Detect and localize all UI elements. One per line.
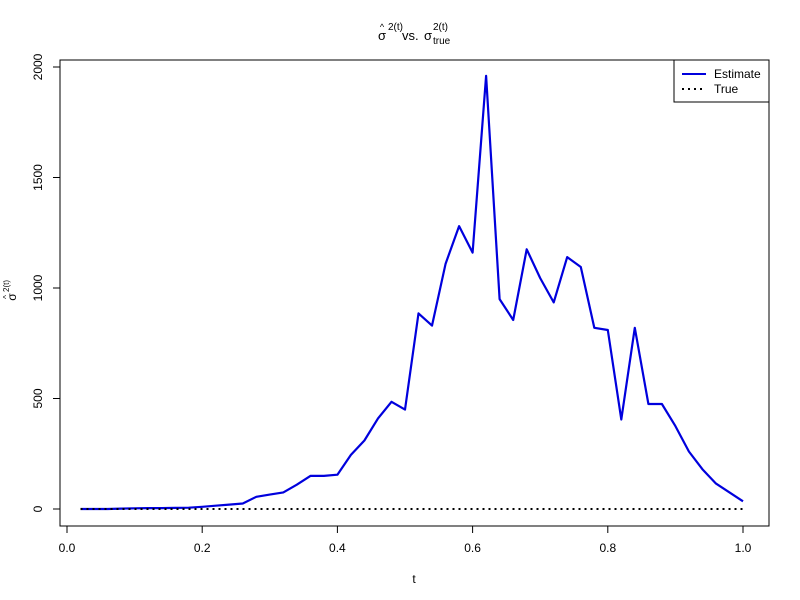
y-tick-label: 1000 — [31, 274, 45, 301]
y-axis-label-hat: ^ — [2, 295, 11, 299]
y-tick-label: 1500 — [31, 164, 45, 191]
title-hat-mark: ^ — [380, 22, 385, 32]
plot-frame — [59, 59, 770, 527]
title-subscript-right: true — [433, 36, 451, 47]
series-group — [80, 74, 744, 511]
x-tick-label: 0.2 — [194, 541, 211, 555]
y-tick-label: 2000 — [31, 53, 45, 80]
title-superscript-left: 2(t) — [388, 22, 403, 33]
x-tick-label: 0.0 — [59, 541, 76, 555]
y-axis-label-superscript: 2(t) — [2, 280, 11, 292]
y-tick-label: 0 — [31, 505, 45, 512]
title-sigma-true: σ — [424, 28, 432, 43]
legend-label-true: True — [714, 82, 739, 96]
legend: Estimate True — [673, 59, 770, 103]
title-superscript-right: 2(t) — [433, 22, 448, 33]
x-axis-label: t — [412, 572, 416, 586]
title-sigma-hat: σ — [378, 28, 386, 43]
x-tick-label: 0.4 — [329, 541, 346, 555]
series-line-estimate — [80, 74, 744, 511]
y-axis: 0 500 1000 1500 2000 — [31, 53, 60, 512]
chart-title: σ ^ 2(t) vs. σ 2(t) true — [378, 22, 451, 47]
legend-label-estimate: Estimate — [714, 67, 761, 81]
y-tick-label: 500 — [31, 388, 45, 408]
y-axis-label-sigma: σ — [5, 293, 19, 301]
x-tick-label: 0.8 — [599, 541, 616, 555]
x-tick-label: 0.6 — [464, 541, 481, 555]
y-axis-label: σ ^ 2(t) — [2, 280, 19, 301]
legend-box — [673, 59, 770, 103]
x-axis: 0.0 0.2 0.4 0.6 0.8 1.0 — [59, 526, 752, 555]
title-vs: vs. — [402, 28, 419, 43]
x-tick-label: 1.0 — [735, 541, 752, 555]
